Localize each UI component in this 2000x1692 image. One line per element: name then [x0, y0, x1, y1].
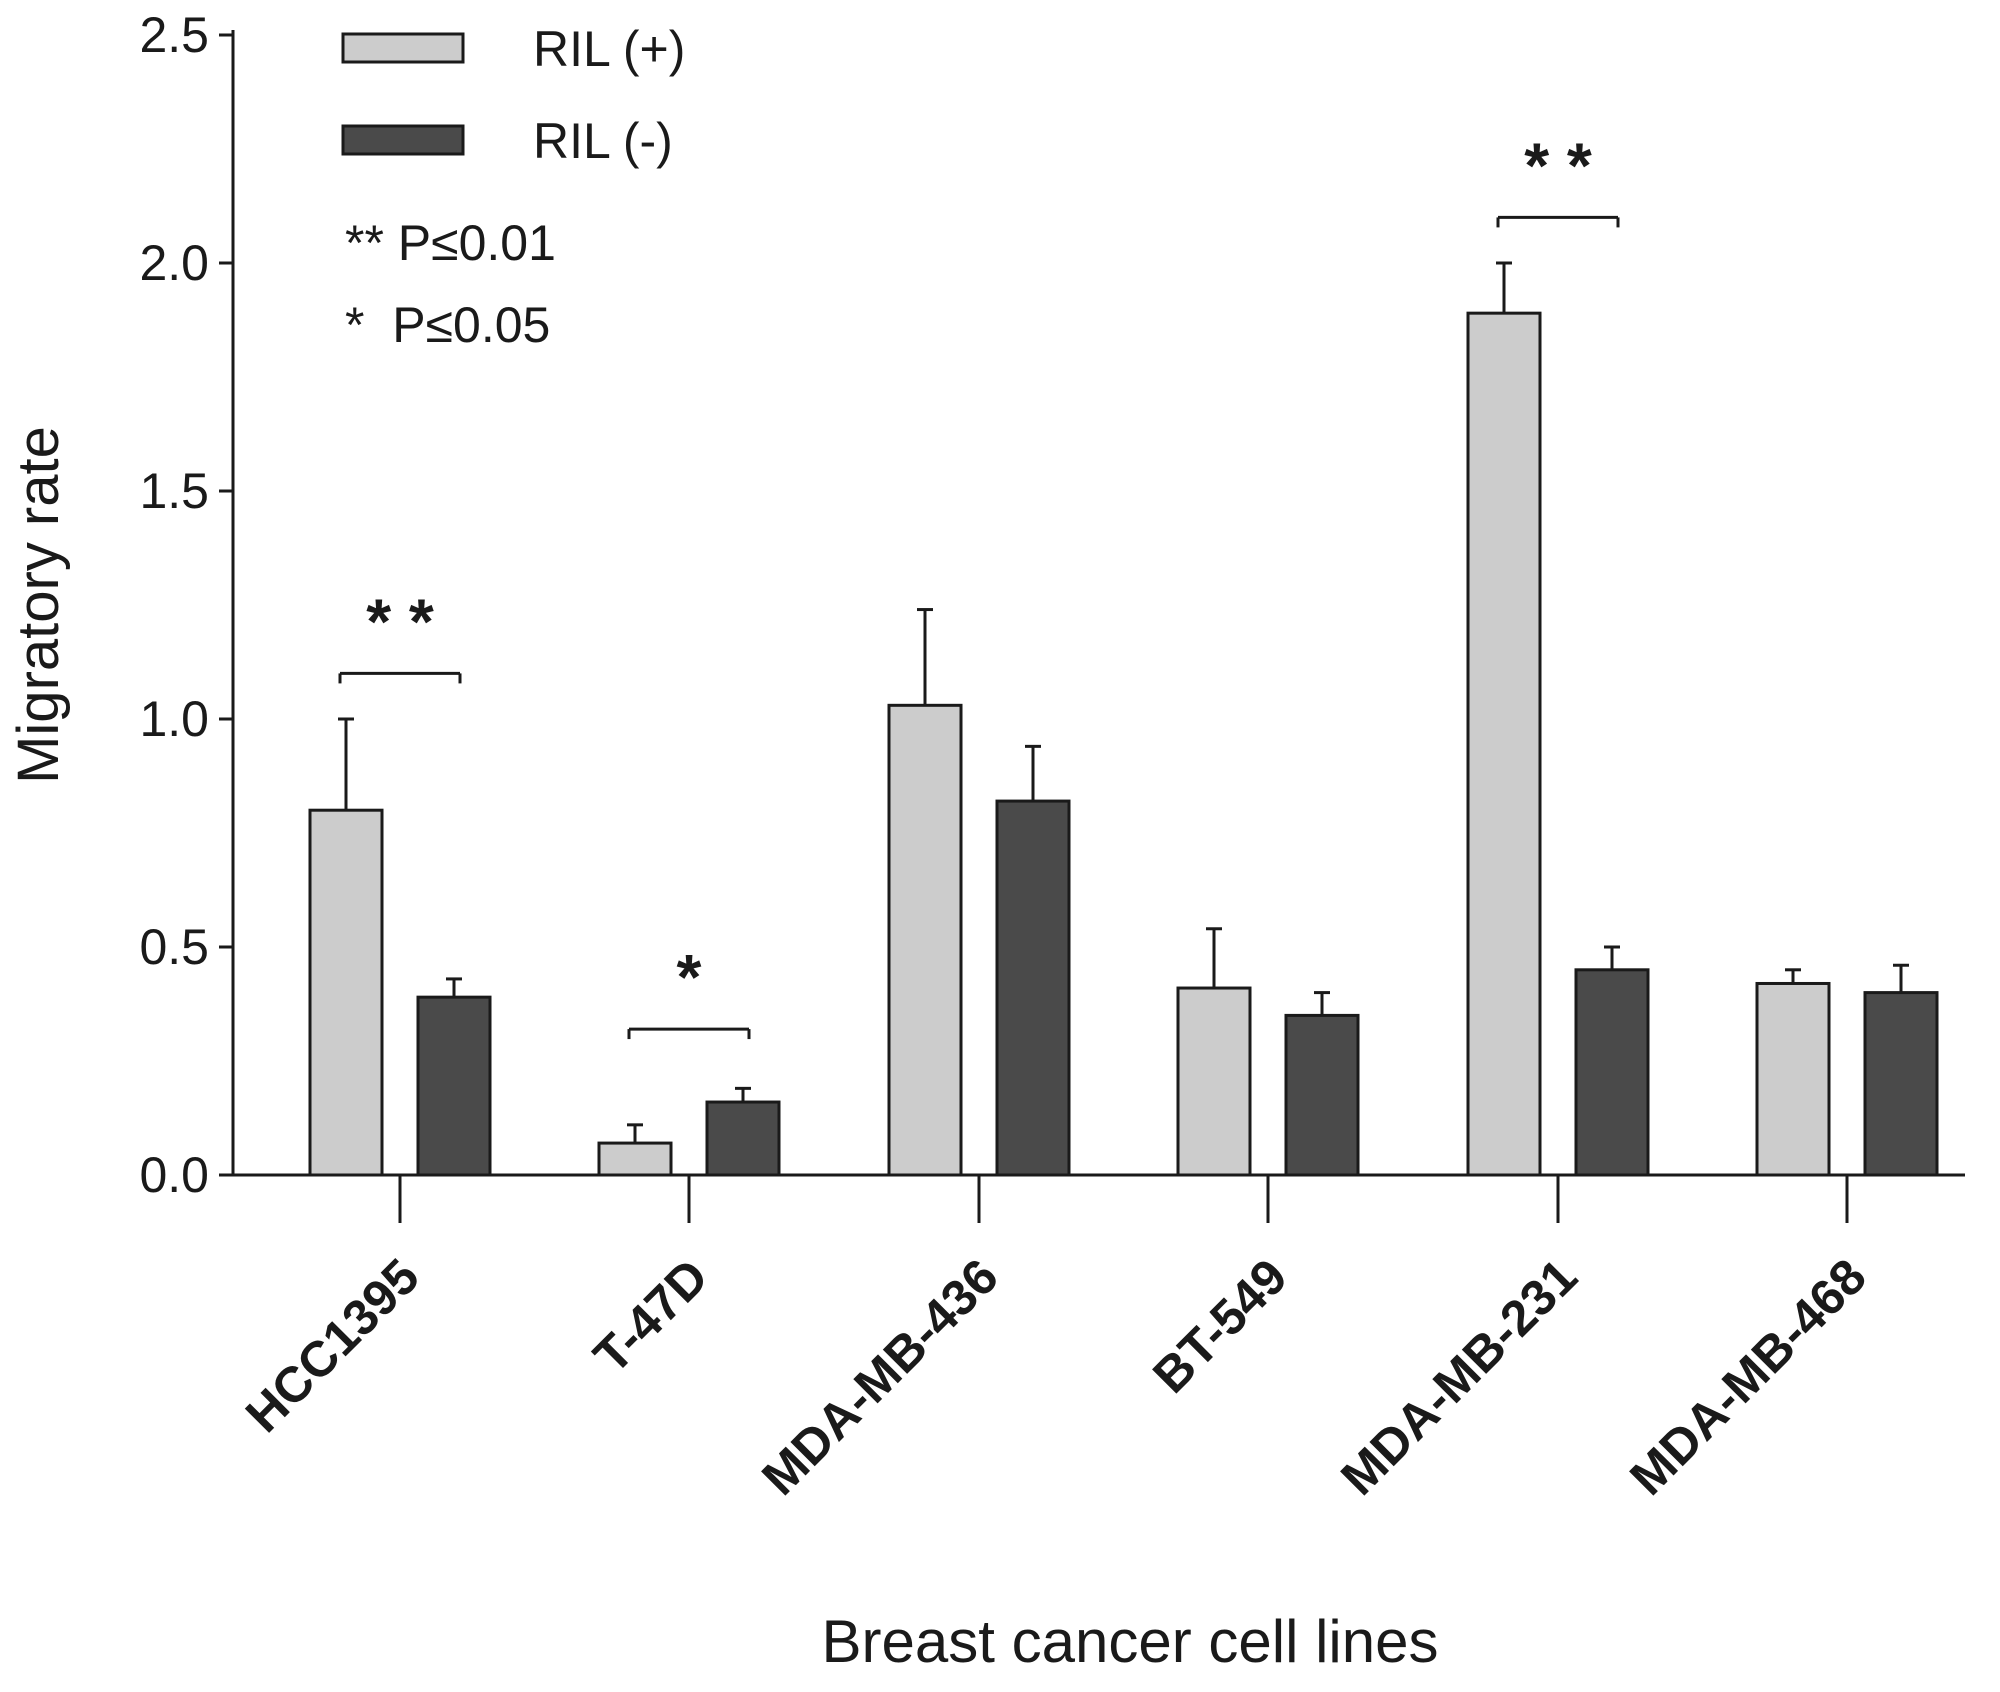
bar-ril-minus-4 — [1574, 968, 1650, 1177]
bar-ril-minus-2 — [995, 799, 1071, 1177]
x-axis-title: Breast cancer cell lines — [822, 1608, 1439, 1675]
y-tick-label: 2.5 — [139, 7, 209, 63]
significance-label: * — [677, 941, 702, 1013]
y-tick-label: 0.5 — [139, 919, 209, 975]
p-value-note: ** P≤0.01 — [345, 215, 556, 271]
x-category-label: MDA-MB-231 — [1330, 1248, 1588, 1506]
bar-ril-minus-3 — [1284, 1013, 1360, 1177]
legend-label: RIL (-) — [533, 113, 673, 169]
x-category-label: HCC1395 — [235, 1248, 430, 1443]
p-value-note: * P≤0.05 — [345, 297, 550, 353]
y-tick-label: 2.0 — [139, 235, 209, 291]
y-tick-label: 1.5 — [139, 463, 209, 519]
x-category-label: BT-549 — [1142, 1248, 1298, 1404]
significance-label: * * — [366, 585, 434, 657]
legend-swatch-ril-plus — [341, 32, 465, 64]
bar-ril-plus-5 — [1755, 981, 1831, 1177]
bar-ril-plus-0 — [308, 808, 384, 1177]
bar-ril-plus-1 — [597, 1141, 673, 1177]
bar-ril-minus-5 — [1863, 991, 1939, 1177]
x-category-label: MDA-MB-468 — [1619, 1248, 1877, 1506]
bar-ril-plus-2 — [887, 703, 963, 1177]
y-tick-label: 0.0 — [139, 1147, 209, 1203]
y-axis-title: Migratory rate — [6, 426, 71, 784]
bar-ril-minus-1 — [705, 1100, 781, 1177]
bar-ril-plus-4 — [1466, 311, 1542, 1177]
y-tick-label: 1.0 — [139, 691, 209, 747]
x-category-label: T-47D — [583, 1248, 719, 1384]
bar-ril-minus-0 — [416, 995, 492, 1177]
bar-ril-plus-3 — [1176, 986, 1252, 1177]
legend-swatch-ril-minus — [341, 124, 465, 156]
significance-label: * * — [1524, 129, 1592, 201]
legend-label: RIL (+) — [533, 21, 685, 77]
x-category-label: MDA-MB-436 — [751, 1248, 1009, 1506]
